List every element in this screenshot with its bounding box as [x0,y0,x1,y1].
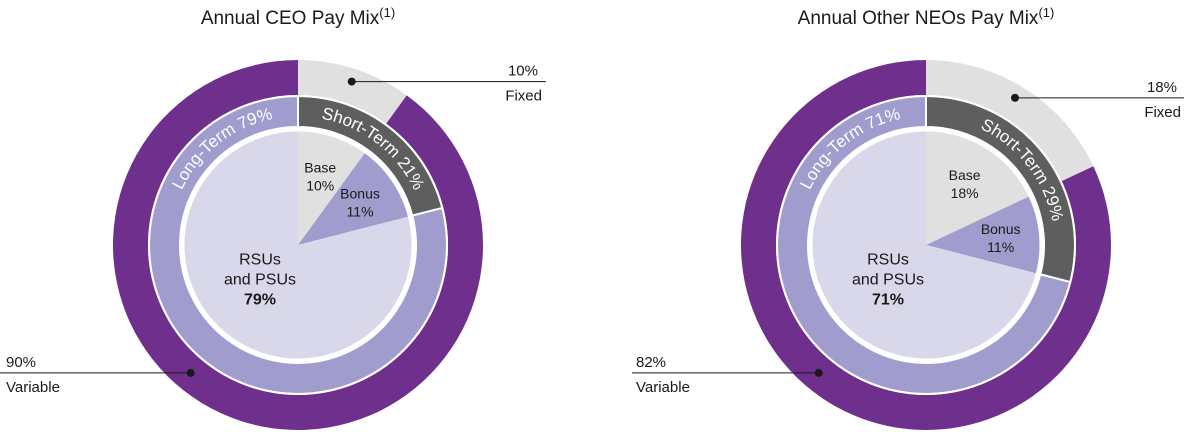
fixed-callout-name: Fixed [505,88,542,105]
inner-pie-label-bonus: 11% [347,204,374,220]
variable-callout-name: Variable [6,379,60,396]
pay-mix-chart-other-neos: Annual Other NEOs Pay Mix(1) Base 18% Bonus… [632,5,1184,431]
inner-pie-label-rsus-and-psus: 71% [872,292,904,309]
outer-ring-fixed-segment [298,60,407,125]
variable-callout-value: 82% [636,354,666,371]
ring-separator [776,95,1076,395]
chart-title-text: Annual CEO Pay Mix [201,8,380,29]
inner-pie-label-base: Base [949,167,981,183]
variable-callout-name: Variable [636,379,690,396]
chart-title: Annual CEO Pay Mix(1) [201,5,395,29]
inner-pie-label-base: 10% [306,177,334,193]
inner-pie-label-bonus: Bonus [981,221,1021,237]
chart-title-footnote: (1) [379,5,395,20]
ring-separator [148,95,448,395]
chart-title-text: Annual Other NEOs Pay Mix [798,8,1039,29]
inner-pie-bonus-slice [298,151,410,245]
inner-pie-rsus-and-psus-slice [182,130,413,360]
variable-callout-value: 90% [6,354,36,371]
inner-pie-base-slice [298,130,366,245]
inner-pie-label-base: Base [304,159,336,175]
inner-pie-bonus-slice [926,196,1041,274]
inner-pie-label-rsus-and-psus: and PSUs [224,272,296,289]
inner-pie-label-base: 18% [951,185,979,201]
inner-pie-label-bonus: Bonus [340,186,380,202]
inner-pie-label-rsus-and-psus: RSUs [867,252,909,269]
chart-title: Annual Other NEOs Pay Mix(1) [798,5,1055,29]
fixed-callout-name: Fixed [1144,104,1181,121]
chart-title-footnote: (1) [1038,5,1054,20]
inner-pie-label-rsus-and-psus: 79% [244,292,276,309]
inner-pie-border [181,128,415,362]
inner-pie-label-rsus-and-psus: RSUs [239,252,281,269]
fixed-callout-value: 18% [1147,79,1177,96]
inner-pie-label-bonus: 11% [987,239,1014,255]
inner-pie-border [809,128,1043,362]
pay-mix-chart-ceo: Annual CEO Pay Mix(1) Base 10% Bonus 11% RSUs… [0,5,546,431]
fixed-callout-value: 10% [508,63,538,80]
inner-pie-rsus-and-psus-slice [811,130,1038,360]
inner-pie-label-rsus-and-psus: and PSUs [852,272,924,289]
inner-pie-base-slice [926,130,1031,245]
